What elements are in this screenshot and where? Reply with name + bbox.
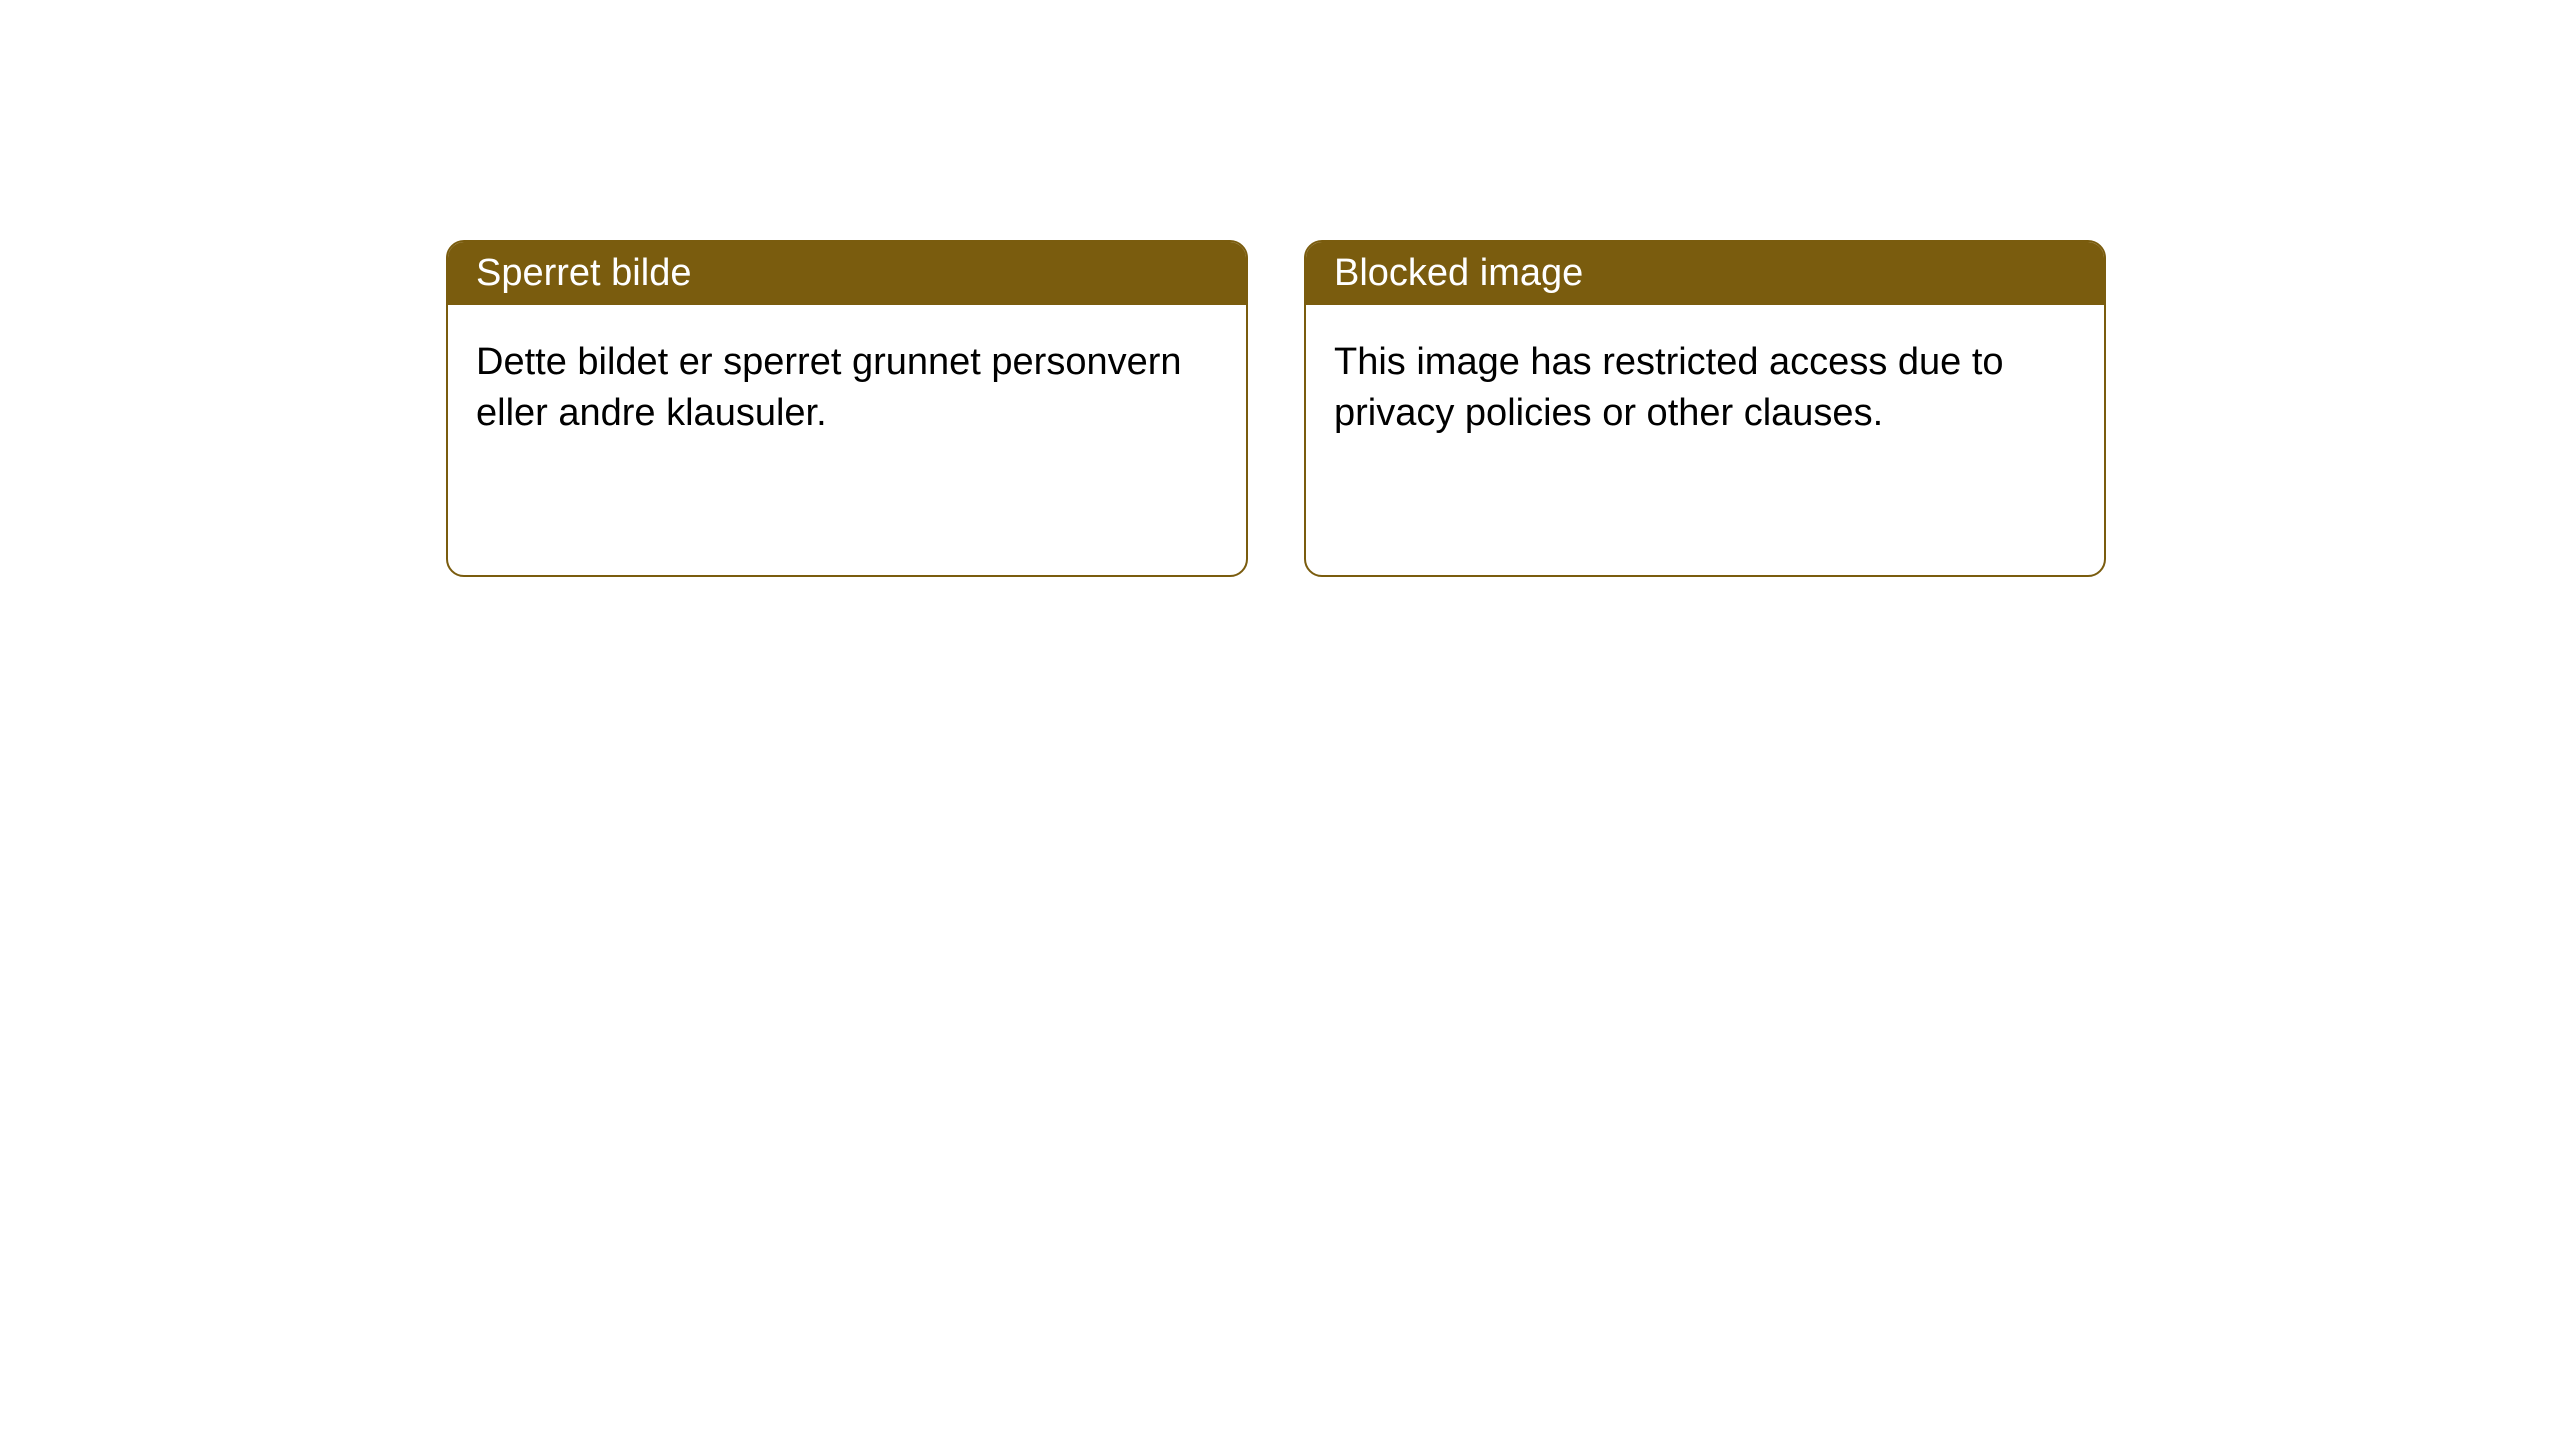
notice-card-body: This image has restricted access due to …: [1306, 305, 2104, 575]
notice-container: Sperret bilde Dette bildet er sperret gr…: [446, 240, 2106, 577]
notice-card-norwegian: Sperret bilde Dette bildet er sperret gr…: [446, 240, 1248, 577]
notice-card-title: Blocked image: [1306, 242, 2104, 305]
notice-card-body: Dette bildet er sperret grunnet personve…: [448, 305, 1246, 575]
notice-card-english: Blocked image This image has restricted …: [1304, 240, 2106, 577]
notice-card-title: Sperret bilde: [448, 242, 1246, 305]
